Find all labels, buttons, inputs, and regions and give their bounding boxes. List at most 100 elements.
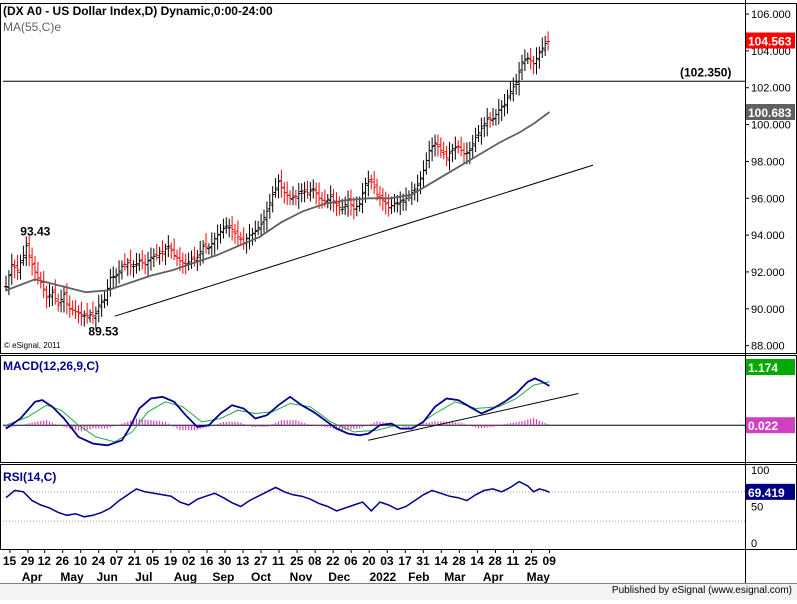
month-label: Apr — [483, 570, 504, 584]
price-bar — [435, 134, 440, 157]
day-tick-label: 05 — [146, 554, 160, 568]
price-tick-label: 106.000 — [751, 9, 791, 21]
month-label: 2022 — [370, 570, 397, 584]
price-bar — [279, 169, 284, 198]
macd-title: MACD(12,26,9,C) — [3, 359, 99, 373]
price-bar — [180, 252, 185, 274]
price-bar — [140, 249, 145, 270]
price-bar — [27, 234, 32, 267]
watermark: © eSignal, 2011 — [4, 341, 61, 350]
day-tick-label: 26 — [56, 554, 70, 568]
day-tick-label: 14 — [470, 554, 484, 568]
price-bar — [514, 73, 519, 95]
price-bar — [247, 224, 252, 250]
price-bar — [128, 249, 133, 276]
month-label: Mar — [444, 570, 466, 584]
price-bar — [270, 186, 275, 213]
price-bar — [525, 52, 530, 65]
price-bar — [496, 99, 501, 125]
price-bar — [131, 260, 136, 278]
price-tick-label: 96.000 — [751, 193, 785, 205]
price-bar — [259, 213, 264, 238]
panel-frame-0 — [0, 3, 797, 354]
day-tick-label: 11 — [506, 554, 519, 568]
price-bar — [473, 127, 478, 152]
month-label: Aug — [174, 570, 197, 584]
price-bar — [375, 178, 380, 201]
day-tick-label: 08 — [308, 554, 322, 568]
moving-average-line — [5, 111, 551, 294]
price-title: (DX A0 - US Dollar Index,D) Dynamic,0:00… — [3, 4, 273, 18]
day-tick-label: 28 — [452, 554, 466, 568]
price-bar — [433, 134, 438, 157]
price-bar — [59, 289, 64, 313]
price-bar — [337, 196, 342, 216]
price-bar — [24, 236, 29, 267]
macd-signal-line — [5, 381, 550, 443]
price-bar — [505, 89, 510, 114]
day-tick-label: 15 — [3, 554, 17, 568]
price-bar — [12, 259, 17, 279]
day-tick-label: 20 — [362, 554, 376, 568]
last-price-tag-box — [746, 32, 795, 49]
price-bar — [212, 232, 217, 255]
price-bar — [508, 81, 513, 101]
day-tick-label: 09 — [543, 554, 557, 568]
price-bar — [308, 181, 313, 202]
price-bar — [15, 254, 20, 281]
price-bar — [522, 49, 527, 72]
price-bar — [517, 61, 522, 96]
price-bar — [377, 186, 382, 207]
price-bar — [348, 189, 353, 216]
panel-frame-2 — [0, 464, 797, 550]
price-bar — [99, 294, 104, 317]
price-bar — [479, 117, 484, 145]
price-bar — [314, 182, 319, 205]
price-bar — [56, 293, 61, 312]
day-tick-label: 14 — [434, 554, 448, 568]
price-bar — [96, 294, 101, 323]
price-bar — [125, 258, 130, 276]
day-tick-label: 11 — [272, 554, 285, 568]
day-tick-label: 25 — [290, 554, 304, 568]
price-bar — [421, 160, 426, 188]
macd-value-tag-box — [746, 359, 795, 375]
price-bar — [117, 260, 122, 284]
price-bar — [325, 193, 330, 209]
price-bar — [169, 242, 174, 259]
price-tick-label: 92.000 — [751, 267, 785, 279]
price-bar — [288, 190, 293, 205]
day-tick-label: 28 — [488, 554, 502, 568]
day-tick-label: 21 — [128, 554, 142, 568]
price-bar — [543, 35, 548, 56]
price-bar — [438, 137, 443, 158]
price-bar — [285, 181, 290, 206]
price-bar — [450, 143, 455, 163]
day-tick-label: 30 — [218, 554, 232, 568]
price-bar — [146, 251, 151, 276]
price-bar — [143, 254, 148, 275]
day-tick-label: 16 — [200, 554, 214, 568]
price-bar — [398, 191, 403, 216]
price-bar — [108, 268, 113, 297]
price-bar — [296, 183, 301, 210]
month-label: Dec — [328, 570, 350, 584]
price-bar — [47, 283, 52, 308]
price-bar — [261, 209, 266, 233]
price-bar — [293, 189, 298, 206]
price-bar — [67, 295, 72, 318]
price-bar — [105, 279, 110, 306]
price-bar — [444, 145, 449, 167]
price-bar — [9, 253, 14, 285]
price-bar — [30, 247, 35, 276]
price-bar — [366, 170, 371, 197]
price-bar — [537, 46, 542, 69]
last-price-tag: 104.563 — [748, 35, 792, 49]
day-tick-label: 25 — [524, 554, 538, 568]
price-bar — [305, 180, 310, 199]
price-bar — [160, 240, 165, 262]
price-bar — [198, 240, 203, 266]
price-bar — [540, 37, 545, 59]
price-bar — [215, 224, 220, 250]
